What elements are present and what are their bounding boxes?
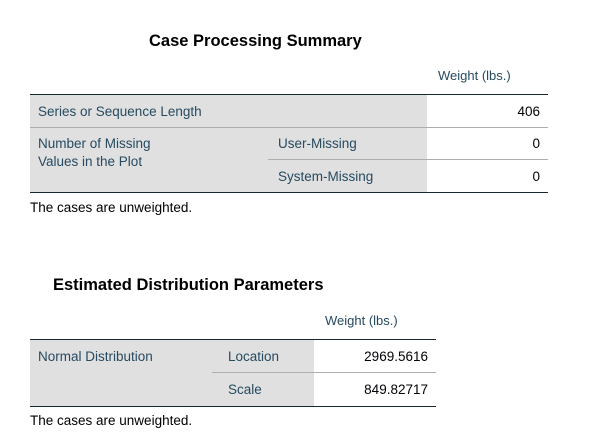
- case-processing-title: Case Processing Summary: [149, 32, 362, 50]
- case-processing-footnote: The cases are unweighted.: [30, 200, 193, 215]
- sub-label-location: Location: [228, 349, 280, 364]
- row-label-series-length: Series or Sequence Length: [38, 104, 202, 119]
- group-label-missing-line2: Values in the Plot: [38, 154, 143, 169]
- value-location: 2969.5616: [364, 349, 428, 364]
- value-system-missing: 0: [532, 169, 540, 184]
- top-rule: [30, 339, 436, 340]
- case-processing-column-header: Weight (lbs.): [438, 68, 511, 83]
- row-divider: [268, 159, 548, 160]
- value-scale: 849.82717: [364, 382, 428, 397]
- distribution-params-footnote: The cases are unweighted.: [30, 413, 193, 428]
- bottom-rule: [30, 192, 548, 193]
- bottom-rule: [30, 406, 436, 407]
- distribution-params-column-header: Weight (lbs.): [325, 313, 398, 328]
- sub-label-scale: Scale: [228, 382, 262, 397]
- group-label-normal-distribution: Normal Distribution: [38, 349, 153, 364]
- top-rule: [30, 94, 548, 95]
- row-divider: [212, 372, 436, 373]
- row-divider: [30, 127, 548, 128]
- row-label-shade: [30, 340, 314, 406]
- row-label-shade: [30, 95, 427, 192]
- value-series-length: 406: [517, 104, 540, 119]
- value-user-missing: 0: [532, 136, 540, 151]
- group-label-missing-line1: Number of Missing: [38, 136, 151, 151]
- sub-label-user-missing: User-Missing: [278, 136, 357, 151]
- distribution-params-title: Estimated Distribution Parameters: [53, 276, 324, 294]
- sub-label-system-missing: System-Missing: [278, 169, 374, 184]
